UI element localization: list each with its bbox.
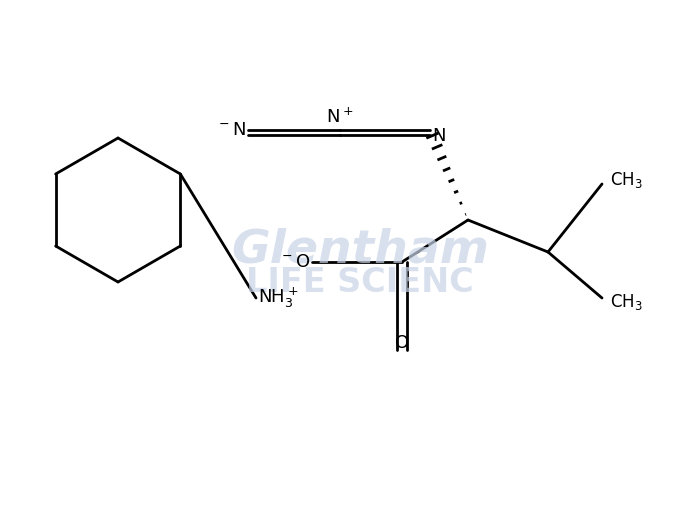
Text: LIFE SCIENC: LIFE SCIENC (246, 266, 474, 298)
Text: N: N (432, 127, 445, 145)
Text: CH$_3$: CH$_3$ (610, 170, 643, 190)
Text: Glentham: Glentham (231, 228, 489, 272)
Text: N$^+$: N$^+$ (326, 108, 354, 127)
Text: CH$_3$: CH$_3$ (610, 292, 643, 312)
Text: $^-$N: $^-$N (216, 121, 246, 139)
Text: NH$_3^+$: NH$_3^+$ (258, 286, 299, 310)
Text: $^-$O: $^-$O (278, 253, 310, 271)
Text: O: O (395, 334, 409, 352)
